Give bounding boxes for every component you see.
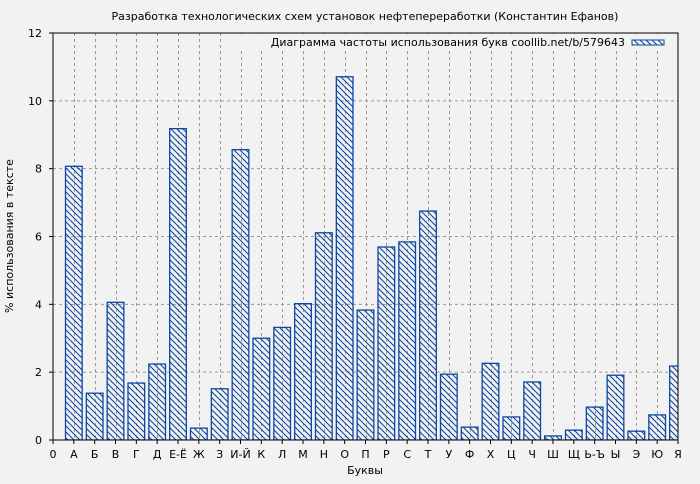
x-tick-label: С [403, 448, 411, 461]
x-tick-label: О [340, 448, 349, 461]
y-axis-label: % использования в тексте [3, 159, 16, 313]
bar-С [398, 241, 417, 440]
x-tick-label: Ы [611, 448, 621, 461]
y-tick-label: 2 [35, 366, 42, 379]
bars [64, 76, 678, 440]
x-tick-label: Х [487, 448, 495, 461]
bar-Ч [523, 381, 542, 440]
chart-title: Разработка технологических схем установо… [112, 10, 619, 23]
x-tick-label: Е-Ё [169, 448, 187, 461]
bar-В [106, 301, 125, 440]
x-tick-label: Ж [193, 448, 205, 461]
x-tick-label: П [361, 448, 369, 461]
x-tick-label: Ш [547, 448, 559, 461]
legend-swatch [631, 39, 665, 46]
bar-У [439, 373, 458, 440]
x-tick-label: Л [278, 448, 286, 461]
bar-Б [85, 392, 104, 440]
bar-О [335, 76, 354, 440]
y-tick-label: 12 [28, 27, 42, 40]
bar-Д [148, 363, 167, 440]
grid [53, 33, 678, 440]
y-axis: 0 2 4 6 8 10 12 [28, 27, 53, 447]
x-tick-label: Т [424, 448, 432, 461]
x-tick-label: Ф [465, 448, 474, 461]
legend: Диаграмма частоты использования букв coo… [240, 34, 677, 51]
x-tick-label: А [70, 448, 78, 461]
x-tick-label: Ю [651, 448, 663, 461]
y-tick-label: 6 [35, 231, 42, 244]
bar-Э [627, 430, 646, 440]
x-tick-label: Я [674, 448, 682, 461]
bar-Х [481, 362, 500, 440]
x-axis-label: Буквы [347, 464, 383, 477]
x-tick-label: Ц [507, 448, 516, 461]
bar-Е-Ё [169, 127, 187, 440]
bar-Щ [564, 429, 583, 440]
x-axis: 0 А Б В Г Д Е-Ё Ж З И-Й К Л М Н О П Р С Т У Ф Х Ц Ч Ш Щ Ь-Ъ Ы Э Ю Я [50, 440, 682, 461]
bar-Р [377, 246, 396, 440]
x-tick-label: Ь-Ъ [584, 448, 605, 461]
x-tick-label: Г [133, 448, 140, 461]
x-tick-label: 0 [50, 448, 57, 461]
x-tick-label: И-Й [230, 448, 250, 461]
x-tick-label: Ч [528, 448, 536, 461]
bar-Ы [606, 374, 625, 440]
bar-Г [127, 382, 146, 440]
bar-Ш [544, 435, 562, 440]
bar-П [356, 309, 375, 440]
x-tick-label: К [257, 448, 265, 461]
y-tick-label: 0 [35, 434, 42, 447]
y-tick-label: 4 [35, 298, 42, 311]
x-tick-label: У [445, 448, 452, 461]
bar-Ц [502, 416, 521, 440]
bar-Ф [460, 426, 479, 440]
bar-Н [314, 232, 333, 440]
x-tick-label: М [298, 448, 308, 461]
x-tick-label: З [216, 448, 223, 461]
bar-Л [273, 326, 292, 440]
legend-label: Диаграмма частоты использования букв coo… [271, 36, 625, 49]
x-tick-label: Р [383, 448, 390, 461]
bar-Я [669, 365, 678, 440]
bar-М [294, 303, 312, 440]
bar-А [64, 165, 83, 440]
bar-К [252, 337, 271, 440]
x-tick-label: Щ [568, 448, 580, 461]
bar-З [210, 388, 229, 440]
bar-Ю [648, 414, 667, 440]
x-tick-label: Д [153, 448, 162, 461]
y-tick-label: 8 [35, 163, 42, 176]
legend-background [240, 34, 677, 51]
bar-Т [419, 210, 437, 440]
x-tick-label: Н [320, 448, 328, 461]
x-tick-label: В [112, 448, 120, 461]
bar-Ж [189, 427, 208, 440]
x-tick-label: Б [91, 448, 99, 461]
bar-И-Й [231, 149, 250, 440]
y-tick-label: 10 [28, 95, 42, 108]
x-tick-label: Э [632, 448, 640, 461]
bar-Ь-Ъ [585, 406, 604, 440]
